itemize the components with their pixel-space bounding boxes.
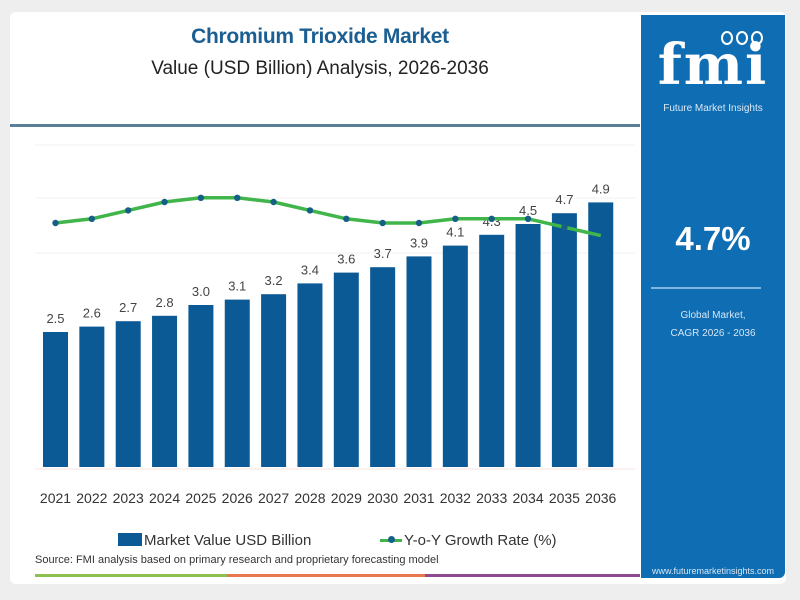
bar-2033	[479, 234, 505, 467]
title-divider	[10, 124, 640, 127]
data-label-2027: 3.2	[265, 273, 283, 288]
growth-point-2026	[234, 194, 241, 201]
bar-2030	[370, 267, 396, 467]
x-tick-label-2025: 2025	[185, 490, 216, 506]
logo-dot-icon	[751, 31, 763, 45]
side-panel: fmi Future Market Insights 4.7% Global M…	[641, 15, 785, 578]
x-tick-label-2028: 2028	[294, 490, 325, 506]
data-label-2036: 4.9	[592, 181, 610, 196]
x-tick-label-2035: 2035	[549, 490, 580, 506]
growth-point-2034	[524, 215, 532, 222]
growth-point-2035	[561, 224, 568, 231]
logo-dot-icon	[736, 31, 748, 45]
data-label-2023: 2.7	[119, 300, 137, 315]
footer-strip-green	[35, 574, 227, 577]
legend-item-growth-rate: Y-o-Y Growth Rate (%)	[380, 532, 557, 549]
x-tick-label-2021: 2021	[40, 490, 71, 506]
bar-2036	[588, 202, 614, 467]
data-label-2026: 3.1	[228, 279, 246, 294]
data-label-2030: 3.7	[374, 246, 392, 261]
logo-dot-icon	[721, 31, 733, 45]
data-label-2024: 2.8	[156, 295, 174, 310]
growth-point-2023	[125, 207, 132, 214]
growth-point-2028	[306, 207, 314, 214]
growth-point-2021	[52, 219, 59, 227]
legend-bar-swatch-icon	[118, 533, 142, 546]
x-tick-label-2022: 2022	[76, 490, 107, 506]
growth-point-2029	[343, 215, 350, 222]
x-tick-label-2027: 2027	[258, 490, 289, 506]
bar-2021	[43, 332, 68, 467]
legend-line-swatch-icon	[380, 533, 402, 546]
x-tick-label-2031: 2031	[403, 490, 434, 506]
x-tick-label-2026: 2026	[222, 490, 253, 506]
footer-strip-orange	[227, 574, 425, 577]
cagr-label-line1: Global Market,	[680, 310, 746, 321]
source-note: Source: FMI analysis based on primary re…	[35, 554, 439, 566]
footer-strip-purple	[425, 574, 640, 577]
bar-2028	[297, 283, 323, 467]
growth-point-2027	[270, 198, 277, 206]
bar-2029	[333, 272, 359, 467]
data-label-2021: 2.5	[46, 311, 64, 326]
growth-point-2025	[197, 194, 205, 201]
cagr-value: 4.7%	[675, 220, 751, 257]
growth-point-2032	[452, 215, 459, 222]
logo-subtitle: Future Market Insights	[663, 103, 763, 114]
x-tick-label-2033: 2033	[476, 490, 507, 506]
x-tick-label-2030: 2030	[367, 490, 398, 506]
fmi-logo: fmi	[657, 32, 769, 98]
website-link[interactable]: www.futuremarketinsights.com	[651, 566, 775, 576]
logo-icons	[721, 31, 781, 51]
x-tick-label-2024: 2024	[149, 490, 180, 506]
bar-2024	[152, 315, 178, 467]
legend-bar-label: Market Value USD Billion	[144, 532, 312, 549]
growth-point-2024	[161, 198, 168, 206]
bar-2035	[551, 213, 577, 467]
data-label-2028: 3.4	[301, 262, 319, 277]
bar-2032	[442, 245, 468, 467]
x-tick-label-2032: 2032	[440, 490, 471, 506]
data-label-2034: 4.5	[519, 203, 537, 218]
data-label-2032: 4.1	[446, 225, 464, 240]
cagr-divider	[651, 287, 761, 289]
cagr-label: Global Market, CAGR 2026 - 2036	[641, 307, 785, 343]
data-label-2029: 3.6	[337, 252, 355, 267]
x-tick-label-2023: 2023	[113, 490, 144, 506]
growth-rate-line	[55, 196, 602, 238]
data-label-2031: 3.9	[410, 235, 428, 250]
bar-2022	[79, 326, 105, 467]
chart-title: Chromium Trioxide Market	[191, 25, 449, 48]
bar-2023	[115, 321, 141, 467]
growth-point-2022	[88, 215, 96, 222]
data-label-2035: 4.7	[555, 192, 573, 207]
growth-point-2033	[488, 215, 495, 222]
bar-2027	[261, 294, 287, 467]
data-label-2022: 2.6	[83, 306, 101, 321]
x-tick-label-2036: 2036	[585, 490, 616, 506]
legend-item-market-value: Market Value USD Billion	[118, 532, 311, 549]
legend-line-label: Y-o-Y Growth Rate (%)	[404, 532, 557, 549]
bar-2026	[224, 299, 250, 467]
growth-point-2031	[415, 219, 423, 227]
x-tick-label-2034: 2034	[512, 490, 543, 506]
chart-subtitle: Value (USD Billion) Analysis, 2026-2036	[151, 58, 489, 79]
bar-2031	[406, 256, 432, 467]
bar-2034	[515, 224, 541, 467]
chart-area: 2.5 2021 2.6 2022 2.7 2023 2.8 2024 3.0 2025 3.1 20…	[35, 144, 635, 506]
bar-2025	[188, 305, 214, 467]
cagr-label-line2: CAGR 2026 - 2036	[670, 328, 756, 339]
data-label-2025: 3.0	[192, 284, 210, 299]
growth-point-2030	[379, 219, 386, 227]
x-tick-label-2029: 2029	[331, 490, 362, 506]
